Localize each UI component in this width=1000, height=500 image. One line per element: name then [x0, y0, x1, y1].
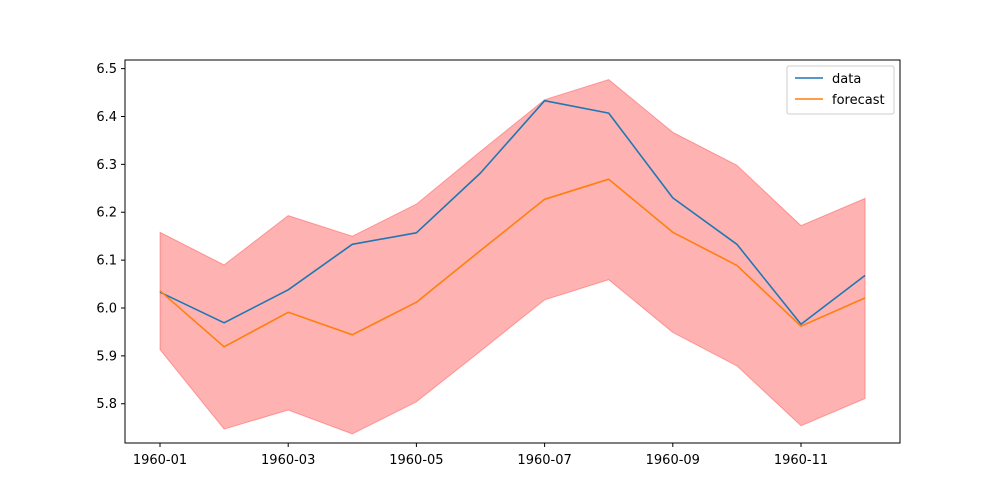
plot-frame: [124, 59, 901, 444]
x-tick-label: 1960-09: [646, 453, 700, 468]
y-tick-label: 6.4: [96, 110, 117, 125]
x-tick-label: 1960-01: [133, 453, 187, 468]
y-tick-label: 6.0: [96, 301, 117, 316]
legend-label-forecast: forecast: [832, 93, 885, 108]
y-tick-label: 6.5: [96, 62, 117, 77]
x-tick-label: 1960-05: [389, 453, 443, 468]
series-line-data: [159, 99, 866, 326]
confidence-band: [159, 79, 866, 435]
confidence-band-layer: [159, 79, 866, 435]
legend: data forecast: [786, 65, 895, 115]
series-line-forecast: [159, 178, 866, 348]
x-tick-label: 1960-07: [517, 453, 571, 468]
y-tick-label: 6.3: [96, 158, 117, 173]
y-tick-label: 6.1: [96, 254, 117, 269]
y-tick-label: 6.2: [96, 206, 117, 221]
series-lines-layer: [159, 99, 866, 348]
x-tick-label: 1960-03: [261, 453, 315, 468]
y-tick-label: 5.8: [96, 397, 117, 412]
axes: 5.8 5.9 6.0 6.1 6.2 6.3 6.4 6.5 1960-01 1960-03 19…: [96, 59, 901, 468]
legend-label-data: data: [832, 72, 861, 87]
y-tick-label: 5.9: [96, 349, 117, 364]
x-tick-label: 1960-11: [774, 453, 828, 468]
